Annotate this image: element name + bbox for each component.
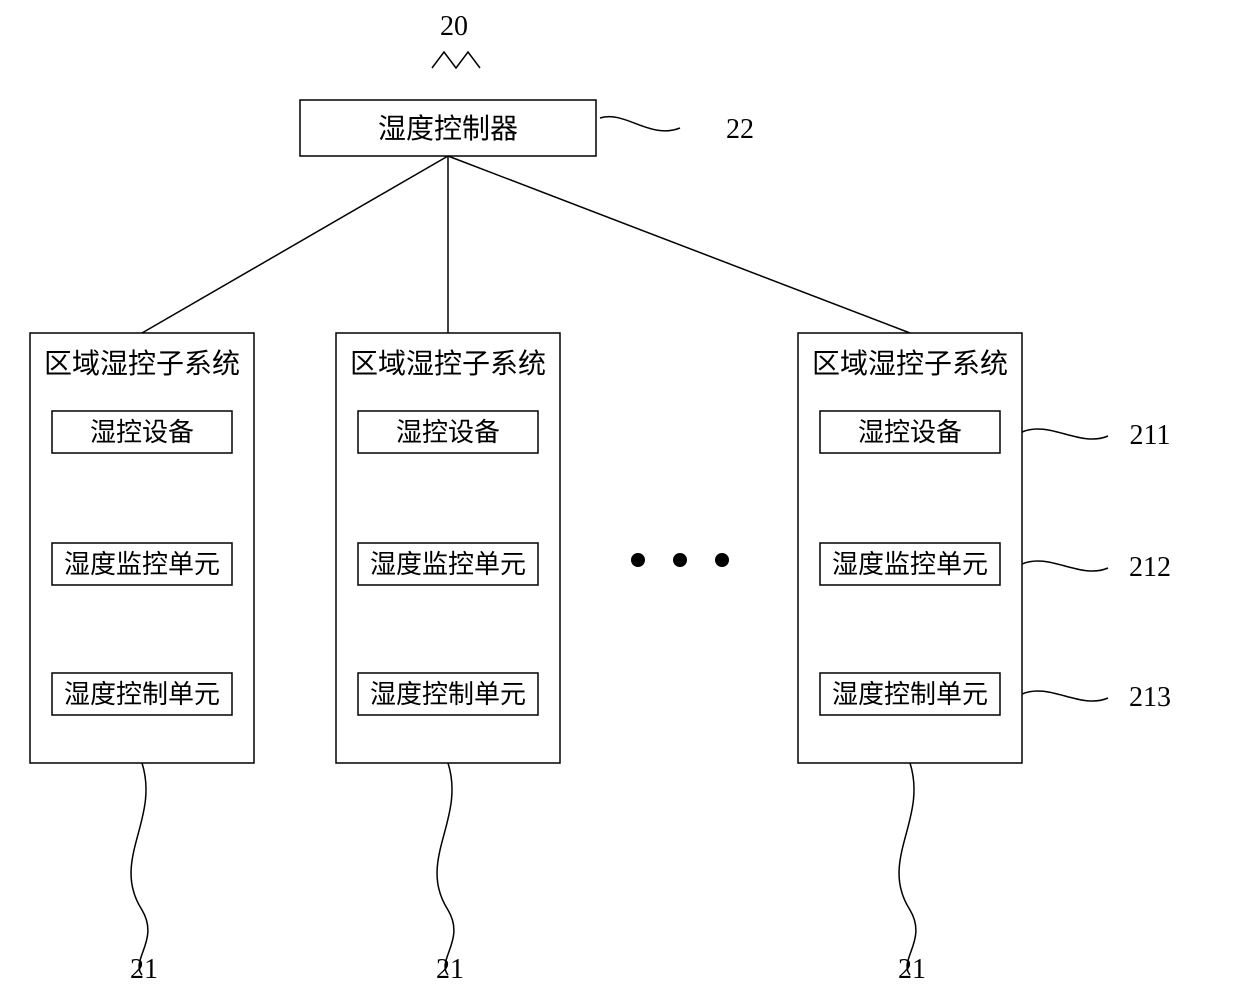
inner-box-label: 湿度控制单元: [64, 680, 220, 709]
inner-box-label: 湿度监控单元: [64, 550, 220, 579]
subsystem-ref-label: 21: [130, 954, 158, 985]
inner-box-label: 湿控设备: [90, 418, 194, 447]
inner-ref-label: 213: [1129, 682, 1171, 713]
subsystem-ref-label: 21: [436, 954, 464, 985]
squiggle-line: [131, 763, 148, 975]
zigzag-icon: [432, 52, 480, 68]
squiggle-line: [437, 763, 454, 975]
inner-ref-label: 212: [1129, 552, 1171, 583]
ellipsis-dot: [715, 553, 729, 567]
subsystem-title: 区域湿控子系统: [44, 348, 240, 380]
inner-box-label: 湿度控制单元: [832, 680, 988, 709]
ellipsis-dot: [631, 553, 645, 567]
controller-label: 湿度控制器: [378, 113, 518, 145]
subsystem-ref-label: 21: [898, 954, 926, 985]
callout-line: [1022, 561, 1108, 571]
inner-ref-label: 211: [1130, 420, 1171, 451]
edge-line: [142, 156, 448, 333]
callout-line: [1022, 429, 1108, 439]
callout-line: [1022, 691, 1108, 701]
inner-box-label: 湿度控制单元: [370, 680, 526, 709]
subsystem-title: 区域湿控子系统: [812, 348, 1008, 380]
squiggle-line: [899, 763, 916, 975]
inner-box-label: 湿度监控单元: [370, 550, 526, 579]
system-ref-label: 20: [440, 11, 468, 42]
ellipsis-dot: [673, 553, 687, 567]
callout-line: [600, 117, 680, 131]
subsystem-title: 区域湿控子系统: [350, 348, 546, 380]
inner-box-label: 湿控设备: [858, 418, 962, 447]
inner-box-label: 湿控设备: [396, 418, 500, 447]
edge-line: [448, 156, 910, 333]
inner-box-label: 湿度监控单元: [832, 550, 988, 579]
controller-ref-label: 22: [726, 114, 754, 145]
